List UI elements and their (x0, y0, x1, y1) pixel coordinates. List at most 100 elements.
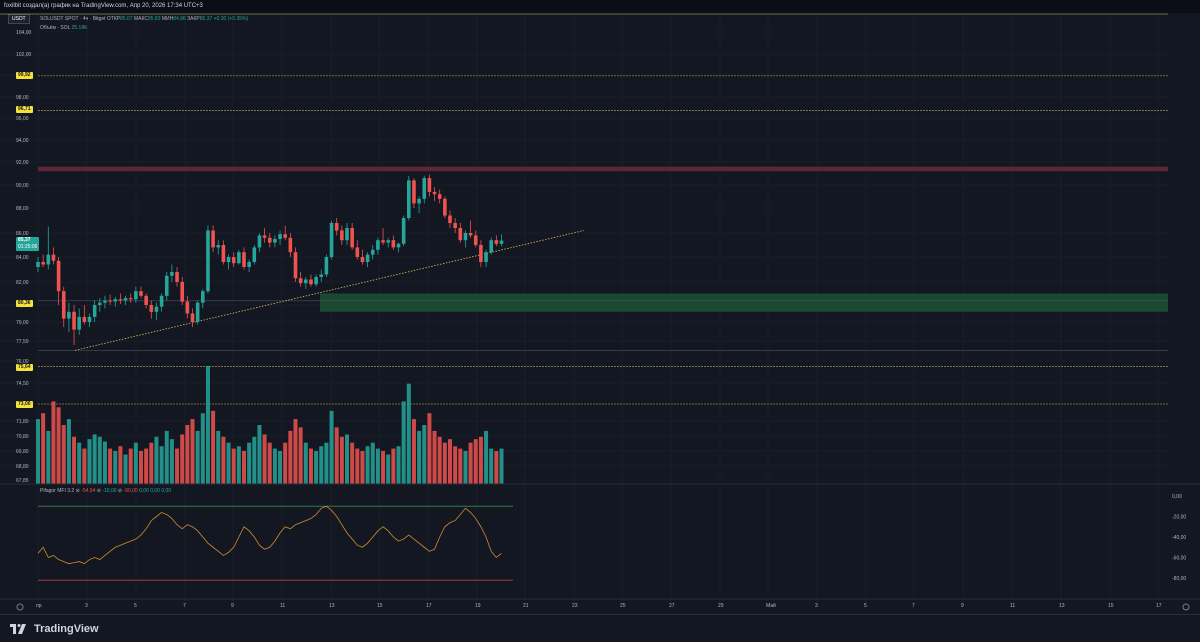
chart-canvas[interactable]: 0,00 -20,00 -40,00 -60,00 -80,00 104,00 102,00… (0, 13, 1200, 614)
price-label-text: 99,92 (18, 72, 31, 78)
candle-body (427, 178, 432, 192)
volume-bar (283, 442, 288, 484)
price-axis-tick: 67,85 (16, 478, 29, 484)
candle-body (443, 198, 447, 216)
high-label: МАКС (134, 16, 148, 22)
low-label: МИН (161, 16, 174, 22)
mfi-axis-tick: -80,00 (1172, 576, 1186, 582)
candle-body (190, 313, 195, 322)
volume-label[interactable]: Объём · SOL (40, 25, 71, 31)
candle-body (304, 279, 308, 284)
candle-body (242, 252, 246, 267)
volume-bar (303, 442, 308, 484)
price-label-text: 96,71 (18, 106, 31, 112)
volume-bar (205, 366, 210, 484)
volume-bar (478, 436, 483, 484)
volume-bar (159, 446, 164, 484)
candle-body (231, 257, 236, 264)
volume-bar (334, 427, 339, 484)
volume-bar (257, 425, 262, 484)
volume-bar (41, 413, 46, 484)
candle-body (262, 235, 267, 238)
chart-header: foxilbit создал(а) график на TradingView… (0, 0, 1200, 13)
price-label-text: 85,37 (18, 237, 31, 243)
candle-body (355, 247, 360, 257)
resistance-zone (38, 166, 1168, 172)
volume-bar (453, 446, 458, 484)
candle-body (309, 279, 313, 285)
candle-body (381, 240, 385, 243)
volume-bar (51, 401, 56, 484)
price-label-box: 75,64 (16, 364, 33, 371)
candle-body (51, 254, 56, 261)
volume-bar (118, 446, 123, 484)
volume-bar (36, 419, 40, 484)
candle-body (360, 257, 365, 262)
settings-gear-icon[interactable] (16, 603, 24, 611)
volume-bar (133, 442, 138, 484)
price-axis-tick: 90,00 (16, 183, 29, 189)
volume-bar (499, 448, 504, 484)
volume-bar (298, 427, 303, 484)
candle-body (56, 260, 61, 292)
candle-body (458, 228, 463, 241)
time-axis-tick: 7 (912, 603, 915, 609)
price-axis-tick: 88,00 (16, 206, 29, 212)
volume-bar (401, 401, 406, 484)
candle-body (175, 272, 179, 282)
candle-body (201, 291, 205, 303)
mfi-line (37, 505, 502, 565)
candle-body (36, 262, 40, 267)
price-axis-tick: 86,00 (16, 231, 29, 237)
volume-bar (489, 448, 494, 484)
time-axis-tick: 27 (669, 603, 675, 609)
candle-body (376, 240, 380, 250)
volume-bar (437, 436, 442, 484)
support-zone (320, 293, 1168, 312)
candle-body (324, 257, 329, 275)
trendline (74, 230, 584, 351)
volume-bar (386, 454, 391, 484)
volume-bar (458, 448, 463, 484)
volume-bar (231, 448, 236, 484)
volume-bar (46, 430, 51, 484)
time-axis-tick: 19 (475, 603, 481, 609)
volume-bar (293, 419, 298, 484)
volume-bar (149, 442, 154, 484)
indicator-name[interactable]: Pifagor MFI 3.2 (40, 488, 75, 494)
settings-gear-icon[interactable] (1182, 603, 1190, 611)
candle-body (149, 305, 154, 312)
volume-bar (319, 446, 324, 484)
currency-badge[interactable]: USDT (8, 14, 30, 24)
symbol-name[interactable]: SOLUSDT SPOT · 4ч · Bitget (40, 16, 106, 22)
open-label: ОТКР (106, 16, 121, 22)
volume-bar (262, 434, 267, 484)
time-axis-tick: Май (766, 602, 776, 609)
candle-body (489, 240, 493, 253)
volume-bar (247, 442, 252, 484)
price-label-box: 99,92 (16, 72, 33, 79)
close-value: 85.37 (199, 16, 213, 22)
volume-bar (411, 419, 416, 484)
time-axis-tick: 15 (1108, 603, 1114, 609)
candle-body (216, 245, 221, 248)
candle-body (180, 282, 184, 302)
brand-name[interactable]: TradingView (34, 622, 99, 635)
volume-bar (473, 439, 478, 484)
candle-body (46, 254, 51, 265)
candle-body (41, 262, 45, 265)
volume-bar (242, 450, 246, 484)
time-axis-tick: 11 (1010, 603, 1015, 609)
tradingview-logo-icon[interactable] (6, 622, 30, 636)
volume-value: 25.18K (71, 25, 88, 31)
volume-bar (339, 436, 344, 484)
close-label: ЗАКР (187, 16, 200, 22)
indicator-value-6: 0,00 (161, 488, 172, 494)
volume-bar (308, 448, 313, 484)
footer-bar: TradingView (0, 614, 1200, 642)
price-axis-tick: 76,00 (16, 359, 29, 365)
volume-bar (190, 419, 195, 484)
volume-bar (108, 448, 113, 484)
candle-body (412, 180, 416, 204)
candle-body (288, 237, 293, 253)
